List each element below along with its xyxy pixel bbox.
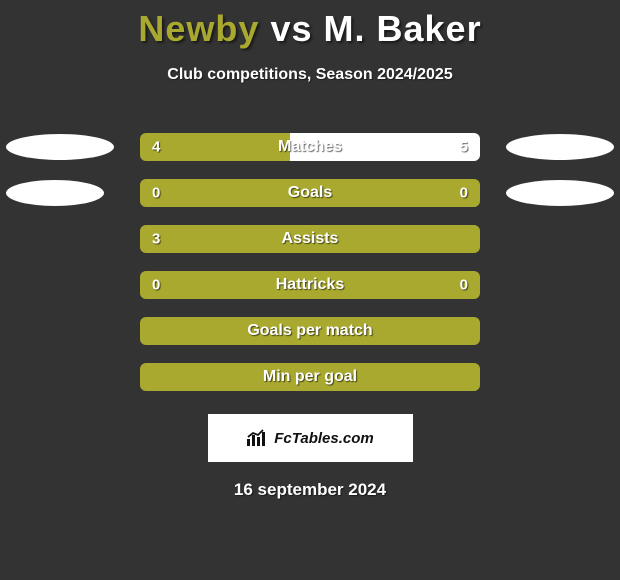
player2-name: M. Baker [324, 8, 482, 49]
bar-left [140, 179, 310, 207]
left-value: 3 [152, 231, 160, 248]
bar-track [140, 179, 480, 207]
page-title: Newby vs M. Baker [0, 0, 620, 50]
left-ellipse [6, 134, 114, 160]
stat-row: Matches45 [0, 124, 620, 170]
bar-left [140, 363, 480, 391]
source-badge: FcTables.com [208, 414, 413, 462]
left-value: 0 [152, 277, 160, 294]
right-value: 0 [460, 277, 468, 294]
bar-left [140, 225, 480, 253]
bar-track [140, 225, 480, 253]
bar-track [140, 363, 480, 391]
source-badge-text: FcTables.com [274, 430, 373, 447]
stat-row: Assists3 [0, 216, 620, 262]
right-ellipse [506, 134, 614, 160]
bars-area: Matches45Goals00Assists3Hattricks00Goals… [0, 124, 620, 400]
right-value: 0 [460, 185, 468, 202]
stat-row: Goals per match [0, 308, 620, 354]
bar-right [310, 271, 480, 299]
bar-track [140, 133, 480, 161]
bar-left [140, 317, 480, 345]
stat-row: Hattricks00 [0, 262, 620, 308]
left-value: 0 [152, 185, 160, 202]
left-ellipse [6, 180, 104, 206]
bar-right [290, 133, 480, 161]
subtitle: Club competitions, Season 2024/2025 [0, 66, 620, 84]
bar-left [140, 271, 310, 299]
bar-track [140, 271, 480, 299]
left-value: 4 [152, 139, 160, 156]
right-value: 5 [460, 139, 468, 156]
right-ellipse [506, 180, 614, 206]
vs-text: vs [270, 8, 312, 49]
bar-right [310, 179, 480, 207]
date-text: 16 september 2024 [0, 480, 620, 500]
stat-row: Min per goal [0, 354, 620, 400]
chart-icon [246, 429, 268, 447]
player1-name: Newby [138, 8, 259, 49]
stat-row: Goals00 [0, 170, 620, 216]
bar-left [140, 133, 290, 161]
comparison-container: Newby vs M. Baker Club competitions, Sea… [0, 0, 620, 580]
bar-track [140, 317, 480, 345]
